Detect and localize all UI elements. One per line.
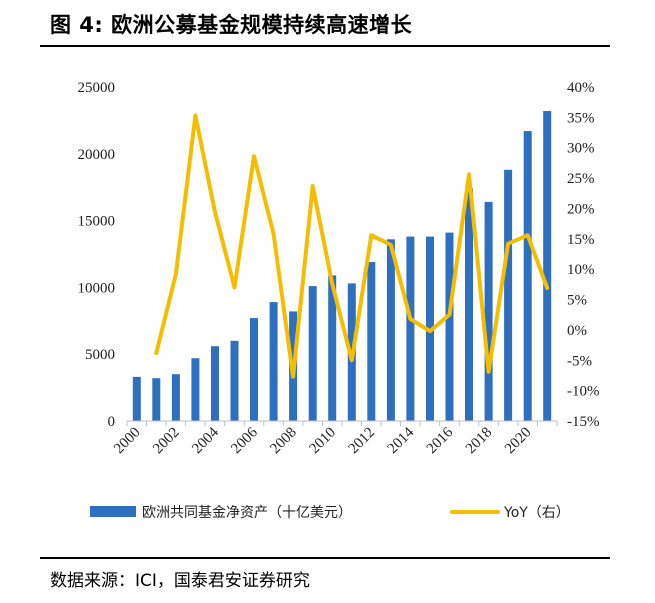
chart-title: 图 4: 欧洲公募基金规模持续高速增长 [50, 13, 413, 37]
x-tick-label: 2002 [150, 425, 183, 458]
x-tick-label: 2000 [111, 425, 144, 458]
x-tick-label: 2006 [228, 424, 261, 457]
x-tick-label: 2010 [307, 425, 340, 458]
right-tick-label: 15% [567, 232, 595, 248]
left-tick-label: 10000 [78, 280, 116, 296]
bottom-rule [40, 557, 610, 559]
bar-2013 [386, 239, 395, 421]
bar-2021 [543, 111, 552, 421]
right-tick-label: -5% [567, 353, 592, 369]
title-bar: 图 4: 欧洲公募基金规模持续高速增长 [0, 0, 655, 46]
chart-canvas: 0 5000 10000 15000 20000 25000 -15% -10% -5% 0% 5… [78, 80, 600, 521]
left-tick-label: 25000 [78, 80, 116, 96]
right-tick-label: 30% [567, 141, 595, 157]
left-tick-label: 20000 [78, 147, 116, 163]
legend-label-yoy: YoY（右） [503, 505, 570, 521]
right-tick-label: 5% [567, 293, 587, 309]
bar-2002 [171, 374, 180, 421]
legend-label-assets: 欧洲共同基金净资产（十亿美元） [142, 504, 352, 521]
bar-2005 [230, 340, 239, 421]
legend: 欧洲共同基金净资产（十亿美元） YoY（右） [90, 504, 570, 521]
x-tick-label: 2004 [189, 424, 222, 457]
right-axis-ticks: -15% -10% -5% 0% 5% 10% 15% 20% 25% 30% 35% 40% [567, 80, 600, 430]
top-rule [40, 45, 610, 47]
bar-2016 [445, 232, 454, 421]
legend-swatch-bar [90, 506, 136, 517]
right-tick-label: 10% [567, 262, 595, 278]
x-tick-label: 2016 [424, 424, 457, 457]
bar-2006 [250, 318, 258, 421]
right-tick-label: 0% [567, 323, 587, 339]
bar-2019 [504, 169, 513, 421]
right-tick-label: 20% [567, 202, 595, 218]
bar-2007 [269, 302, 278, 421]
right-tick-label: -10% [567, 384, 600, 400]
yoy-line [154, 113, 550, 379]
bar-2012 [367, 262, 376, 421]
right-tick-label: -15% [567, 414, 600, 430]
bar-series [132, 111, 552, 421]
x-tick-label: 2012 [346, 425, 379, 458]
axes [126, 420, 558, 426]
x-tick-label: 2014 [385, 424, 418, 457]
bar-2009 [308, 286, 317, 421]
bar-2020 [523, 131, 532, 421]
right-tick-label: 40% [567, 80, 595, 96]
right-tick-label: 25% [567, 171, 595, 187]
x-tick-label: 2020 [502, 425, 535, 458]
bar-2018 [484, 201, 493, 421]
bar-2004 [211, 346, 219, 421]
bar-2017 [465, 188, 473, 421]
left-tick-label: 5000 [85, 347, 115, 363]
bar-2000 [132, 376, 141, 421]
yoy-line-series [154, 113, 550, 379]
right-tick-label: 35% [567, 110, 595, 126]
left-tick-label: 0 [108, 414, 116, 430]
bar-2010 [328, 275, 337, 421]
x-tick-label: 2008 [267, 425, 300, 458]
left-axis-ticks: 0 5000 10000 15000 20000 25000 [78, 80, 116, 430]
x-tick-label: 2018 [463, 425, 496, 458]
bar-2014 [406, 236, 415, 421]
bar-2003 [191, 358, 200, 421]
left-tick-label: 15000 [78, 214, 116, 230]
source-note: 数据来源：ICI，国泰君安证券研究 [50, 571, 310, 591]
x-axis-ticks: 2000 2002 2004 2006 2008 2010 2012 2014 2016 2018… [111, 424, 534, 457]
bar-2001 [152, 378, 161, 421]
